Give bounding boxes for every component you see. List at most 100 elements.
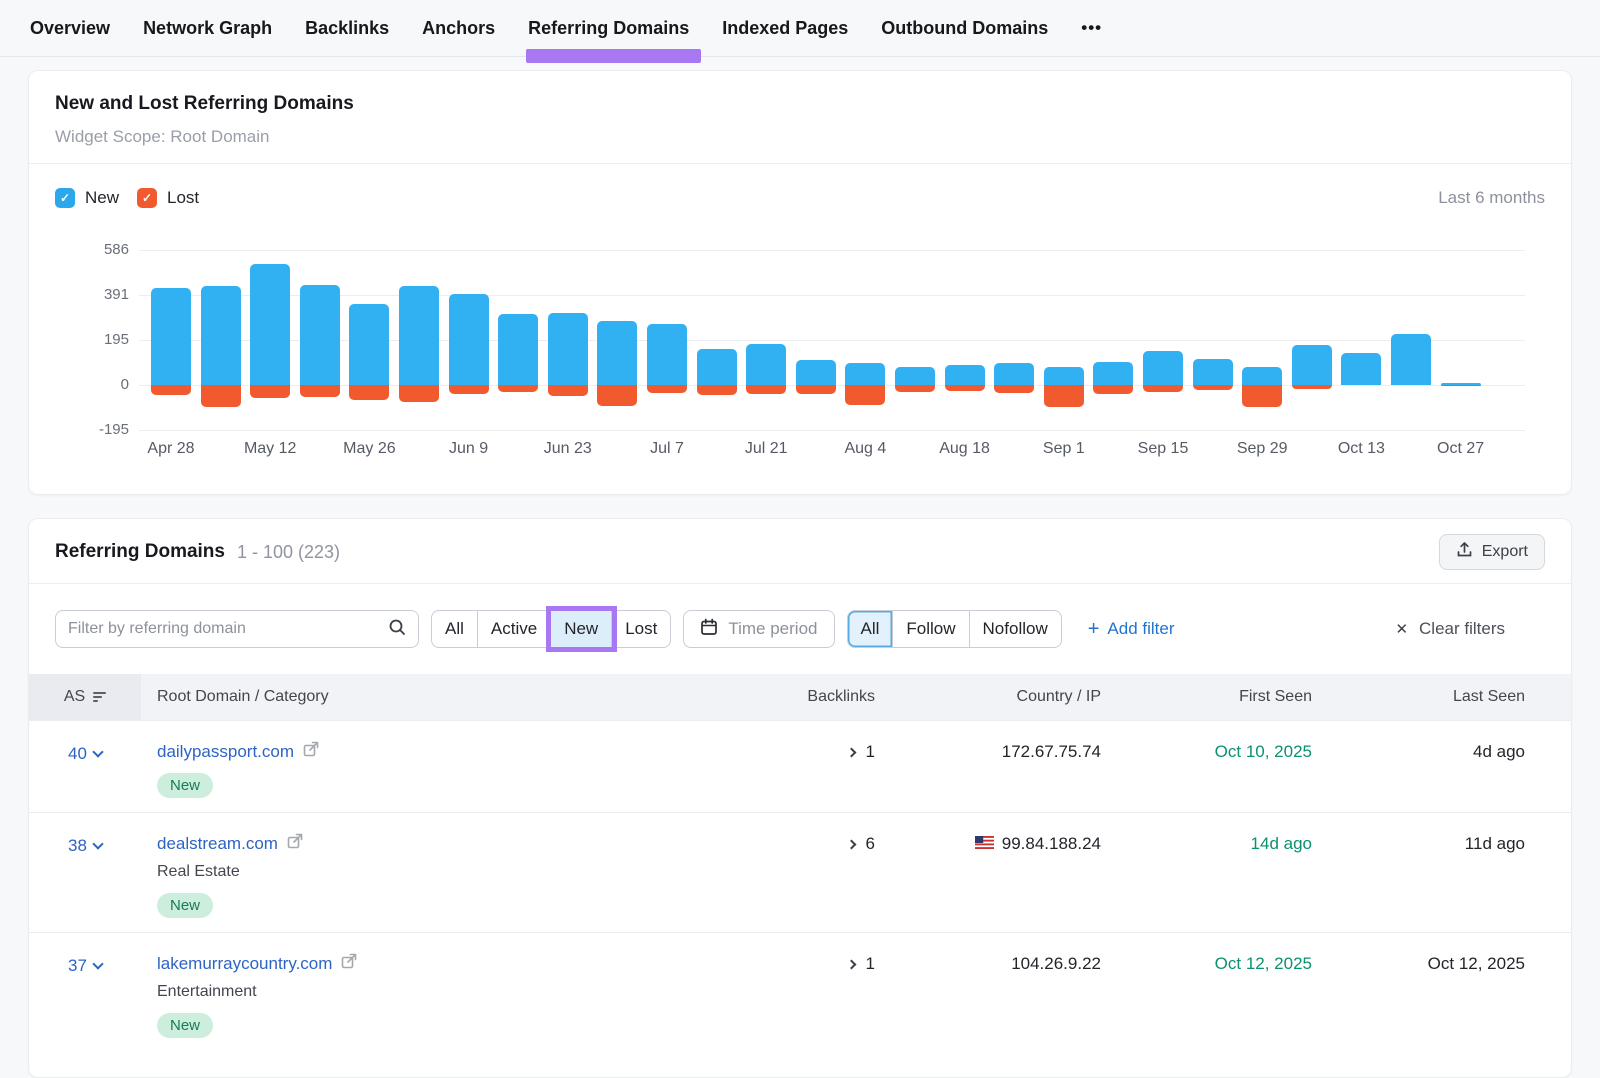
segment-nofollow[interactable]: Nofollow — [970, 611, 1061, 647]
x-tick-label: Sep 29 — [1212, 440, 1312, 458]
chart-bar-lost — [647, 385, 687, 393]
y-tick-label: 195 — [104, 331, 129, 348]
domain-link[interactable]: dailypassport.com — [157, 741, 294, 763]
segment-lost[interactable]: Lost — [612, 611, 670, 647]
chart-bar-lost — [498, 385, 538, 392]
chart-bar-new — [548, 313, 588, 385]
chart-bar-lost — [845, 385, 885, 405]
tab-indexed-pages[interactable]: Indexed Pages — [722, 18, 848, 39]
segment-active[interactable]: Active — [478, 611, 551, 647]
domain-link[interactable]: dealstream.com — [157, 833, 278, 855]
chart-bar-lost — [895, 385, 935, 392]
chevron-right-icon[interactable] — [846, 959, 856, 969]
chart-bar-lost — [994, 385, 1034, 393]
search-icon[interactable] — [388, 618, 406, 641]
chart-bar-lost — [349, 385, 389, 400]
segment-new-selected[interactable]: New — [551, 611, 612, 647]
add-filter-label: Add filter — [1107, 619, 1174, 639]
new-lost-bar-chart: 5863911950-195 Apr 28May 12May 26Jun 9Ju… — [55, 238, 1545, 470]
column-header-as[interactable]: AS — [29, 674, 141, 720]
chart-bar-new — [399, 286, 439, 385]
segment-follow[interactable]: Follow — [893, 611, 969, 647]
ip-address: 104.26.9.22 — [1011, 953, 1101, 975]
new-checkbox[interactable]: ✓ — [55, 188, 75, 208]
chart-plot: Apr 28May 12May 26Jun 9Jun 23Jul 7Jul 21… — [139, 238, 1525, 470]
chevron-down-icon[interactable] — [92, 746, 103, 757]
new-status-badge: New — [157, 893, 213, 918]
x-tick-label: Jul 21 — [716, 440, 816, 458]
as-score[interactable]: 37 — [68, 955, 87, 977]
tab-backlinks[interactable]: Backlinks — [305, 18, 389, 39]
chart-bar-new — [845, 363, 885, 385]
chart-bar-new — [1242, 367, 1282, 385]
x-tick-label: Oct 27 — [1411, 440, 1511, 458]
clear-filters-label: Clear filters — [1419, 619, 1505, 639]
more-tabs-ellipsis-icon[interactable]: ••• — [1081, 18, 1102, 38]
tab-anchors[interactable]: Anchors — [422, 18, 495, 39]
widget-scope-label: Widget Scope: Root Domain — [55, 127, 1545, 147]
domain-filter-searchbox[interactable] — [55, 610, 419, 648]
ip-address: 99.84.188.24 — [1002, 833, 1101, 855]
close-icon: ✕ — [1395, 620, 1408, 638]
chart-bar-new — [597, 321, 637, 386]
legend-item-new[interactable]: ✓ New — [55, 188, 119, 208]
table-row: 40 dailypassport.com — [29, 720, 1571, 812]
column-header-last-seen: Last Seen — [1312, 674, 1571, 720]
chart-bar-lost — [796, 385, 836, 394]
chart-bar-lost — [1143, 385, 1183, 392]
divider — [29, 163, 1571, 164]
chart-bar-lost — [250, 385, 290, 398]
legend-item-lost[interactable]: ✓ Lost — [137, 188, 199, 208]
clear-filters-button[interactable]: ✕ Clear filters — [1395, 619, 1505, 639]
as-header-label: AS — [64, 688, 85, 706]
domain-filter-input[interactable] — [68, 620, 380, 638]
domain-link[interactable]: lakemurraycountry.com — [157, 953, 332, 975]
lost-checkbox[interactable]: ✓ — [137, 188, 157, 208]
referring-domains-table: AS Root Domain / Category Backlinks Coun… — [29, 674, 1571, 1052]
report-tabs-bar: Overview Network Graph Backlinks Anchors… — [0, 0, 1600, 57]
chevron-down-icon[interactable] — [92, 838, 103, 849]
domain-type-segmented-control: All Active New Lost — [431, 610, 671, 648]
chart-bar-lost — [151, 385, 191, 395]
ip-address: 172.67.75.74 — [1002, 741, 1101, 763]
chart-bar-lost — [1044, 385, 1084, 407]
referring-domains-table-widget: Referring Domains 1 - 100 (223) Export — [28, 518, 1572, 1078]
chart-bar-lost — [945, 385, 985, 391]
as-score[interactable]: 38 — [68, 835, 87, 857]
x-tick-label: May 26 — [319, 440, 419, 458]
external-link-icon[interactable] — [341, 953, 357, 974]
external-link-icon[interactable] — [303, 741, 319, 762]
export-button[interactable]: Export — [1439, 534, 1545, 570]
y-tick-label: 0 — [121, 376, 129, 393]
first-seen-date: Oct 10, 2025 — [1215, 742, 1312, 761]
backlinks-count: 1 — [866, 953, 875, 975]
chart-bar-lost — [1242, 385, 1282, 407]
chevron-down-icon[interactable] — [92, 958, 103, 969]
x-tick-label: Aug 18 — [915, 440, 1015, 458]
segment-all[interactable]: All — [432, 611, 478, 647]
chart-bar-new — [1143, 351, 1183, 385]
export-icon — [1456, 541, 1473, 563]
chart-bar-lost — [746, 385, 786, 394]
last-seen-date: 4d ago — [1473, 742, 1525, 761]
chart-bar-new — [796, 360, 836, 385]
external-link-icon[interactable] — [287, 833, 303, 854]
tab-outbound-domains[interactable]: Outbound Domains — [881, 18, 1048, 39]
table-header-row: AS Root Domain / Category Backlinks Coun… — [29, 674, 1571, 720]
time-period-button[interactable]: Time period — [683, 610, 834, 648]
segment-follow-all-selected[interactable]: All — [848, 611, 894, 647]
table-row: 38 dealstream.com — [29, 812, 1571, 932]
as-score[interactable]: 40 — [68, 743, 87, 765]
column-header-backlinks: Backlinks — [735, 674, 875, 720]
tab-network-graph[interactable]: Network Graph — [143, 18, 272, 39]
add-filter-button[interactable]: + Add filter — [1088, 619, 1175, 639]
time-period-label: Time period — [728, 619, 817, 639]
chevron-right-icon[interactable] — [846, 747, 856, 757]
chart-bar-new — [498, 314, 538, 385]
column-header-first-seen: First Seen — [1101, 674, 1312, 720]
chart-bar-new — [746, 344, 786, 385]
tab-referring-domains[interactable]: Referring Domains — [528, 18, 689, 39]
tab-overview[interactable]: Overview — [30, 18, 110, 39]
chart-bar-lost — [449, 385, 489, 394]
chevron-right-icon[interactable] — [846, 839, 856, 849]
